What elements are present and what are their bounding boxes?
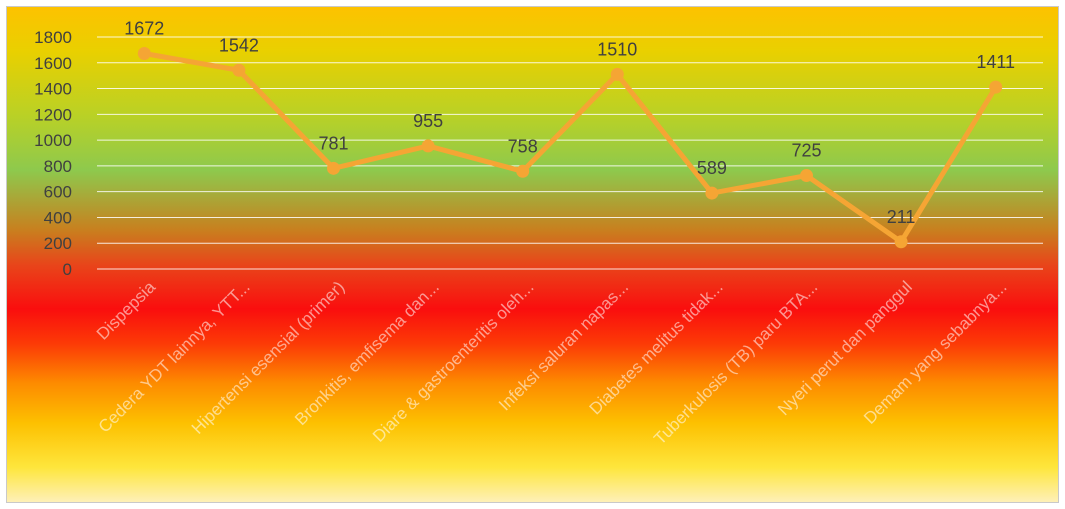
y-tick-label: 1800 (34, 28, 72, 47)
data-label: 955 (413, 111, 443, 131)
y-tick-label: 1200 (34, 105, 72, 124)
data-label: 781 (318, 133, 348, 153)
data-point (610, 67, 624, 81)
x-category-label: Diare & gastroenteritis oleh... (369, 277, 537, 445)
data-labels: 1672 1542 781 955 758 1510 589 725 211 1411 (124, 18, 1015, 226)
x-category-label: Dispepsia (93, 277, 160, 344)
x-category-label: Cedera YDT lainnya, YTT... (95, 277, 254, 436)
data-point (894, 235, 908, 249)
data-label: 1672 (124, 18, 164, 38)
data-point (989, 80, 1003, 94)
data-label: 1510 (597, 39, 637, 59)
series-line-path (141, 50, 999, 245)
y-tick-label: 1000 (34, 131, 72, 150)
y-tick-label: 200 (44, 234, 72, 253)
y-tick-label: 1600 (34, 54, 72, 73)
y-tick-label: 600 (44, 183, 72, 202)
data-label: 725 (791, 141, 821, 161)
series-line (141, 50, 999, 245)
gridlines (97, 36, 1043, 270)
x-category-label: Hipertensi esensial (primer) (188, 277, 348, 437)
data-point (137, 46, 151, 60)
data-point (232, 63, 246, 77)
data-label: 1411 (976, 52, 1015, 72)
x-category-label: Tuberkulosis (TB) paru BTA... (650, 277, 821, 448)
y-tick-label: 0 (63, 260, 72, 279)
y-axis-tick-labels: 0 200 400 600 800 1000 1200 1400 1600 1800 (34, 28, 72, 279)
data-point (800, 169, 813, 183)
data-points (137, 46, 1003, 249)
data-point (705, 186, 719, 200)
data-point (421, 139, 435, 153)
data-label: 211 (887, 207, 916, 227)
y-tick-label: 1400 (34, 80, 72, 99)
data-label: 1542 (219, 35, 259, 55)
data-point (516, 164, 530, 178)
y-tick-label: 800 (44, 157, 72, 176)
data-point (327, 161, 340, 175)
y-tick-label: 400 (44, 208, 72, 227)
data-label: 758 (508, 136, 538, 156)
data-label: 589 (697, 158, 727, 178)
